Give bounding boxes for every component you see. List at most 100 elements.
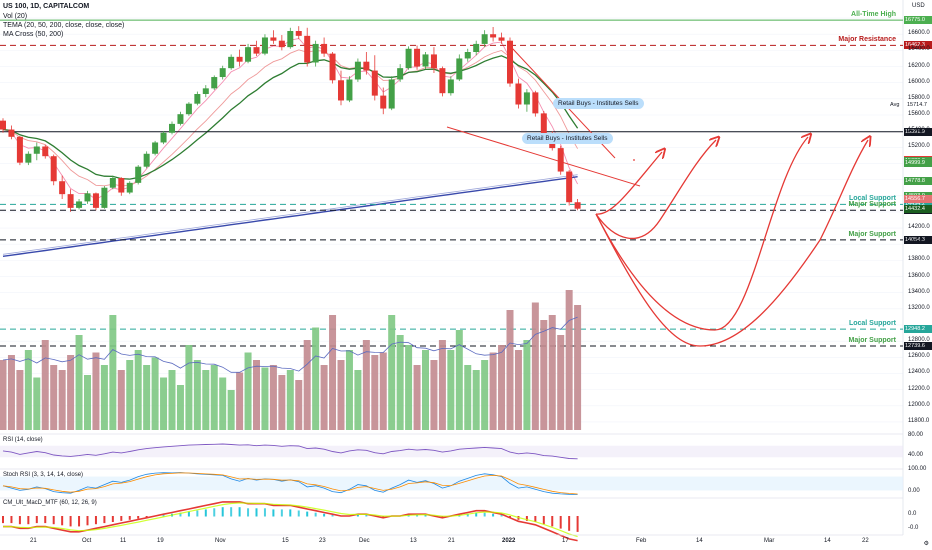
candle-body xyxy=(16,136,23,163)
volume-ma-line xyxy=(2,316,578,373)
time-axis-tick: 15 xyxy=(282,538,289,544)
candle-body xyxy=(169,123,175,133)
stoch-band xyxy=(0,476,903,491)
volume-bar xyxy=(84,375,91,430)
volume-bar xyxy=(540,320,548,430)
candle-body xyxy=(338,80,344,101)
volume-bar xyxy=(574,305,582,430)
volume-bar xyxy=(185,345,193,430)
time-axis-tick: Oct xyxy=(82,538,92,544)
price-axis-tick: 12200.0 xyxy=(908,385,930,392)
level-label: Local Support xyxy=(848,195,896,203)
candle-body xyxy=(261,37,268,54)
macd-histogram-bar xyxy=(238,507,241,517)
macd-histogram-bar xyxy=(280,509,283,517)
candle-body xyxy=(185,103,192,115)
macd-histogram-bar xyxy=(382,516,385,518)
candle-body xyxy=(8,129,15,137)
macd-histogram-bar xyxy=(483,512,486,517)
time-axis-tick: Nov xyxy=(215,538,226,544)
volume-bar xyxy=(320,365,328,430)
candle-body xyxy=(532,92,539,114)
rsi-pane-label[interactable]: RSI (14, close) xyxy=(3,437,43,443)
macd-histogram-bar xyxy=(247,508,250,517)
tema-50-line xyxy=(2,49,578,187)
time-axis-tick: 11 xyxy=(120,538,127,544)
price-tag: 14778.8 xyxy=(904,177,932,186)
macd-histogram-bar xyxy=(52,516,55,525)
candle-body xyxy=(101,187,108,208)
tema-200-line xyxy=(2,174,578,255)
candle-body xyxy=(126,182,133,193)
macd-histogram-bar xyxy=(500,514,503,517)
annotation-bubble[interactable]: Retail Buys - Institutes Sells xyxy=(522,133,613,144)
volume-bar xyxy=(7,355,15,430)
macd-histogram-bar xyxy=(103,516,106,524)
macd-pane-label[interactable]: CM_Ult_MacD_MTF (60, 12, 26, 9) xyxy=(3,500,97,506)
macd-axis-tick: -0.0 xyxy=(908,525,919,531)
volume-bar xyxy=(0,360,7,430)
macd-histogram-bar xyxy=(424,514,427,517)
macd-histogram-bar xyxy=(356,514,359,517)
volume-bar xyxy=(151,357,159,430)
volume-bar xyxy=(16,370,24,430)
time-axis-tick: Dec xyxy=(359,538,370,544)
volume-bar xyxy=(269,365,277,430)
price-axis-tick: 13200.0 xyxy=(908,304,930,311)
volume-bar xyxy=(33,377,41,430)
hand-drawn-projection xyxy=(289,47,868,347)
candle-body xyxy=(33,146,40,154)
macd-histogram-bar xyxy=(525,516,528,521)
volume-bar xyxy=(506,310,514,430)
candle-body xyxy=(270,37,277,41)
volume-legend[interactable]: Vol (20) xyxy=(3,13,28,20)
price-axis-tick: 15600.0 xyxy=(908,111,930,117)
volume-bar xyxy=(160,377,168,430)
stoch-pane-label[interactable]: Stoch RSI (3, 3, 14, 14, close) xyxy=(3,472,84,478)
macd-histogram-bar xyxy=(179,512,182,517)
candle-body xyxy=(42,146,49,157)
level-label: Major Support xyxy=(848,337,896,345)
level-label: Major Support xyxy=(848,230,896,238)
candle-body xyxy=(481,34,488,44)
volume-bar xyxy=(210,365,218,430)
macd-histogram-bar xyxy=(576,516,579,532)
candle-body xyxy=(177,114,184,124)
annotation-bubble[interactable]: Retail Buys - Institutes Sells xyxy=(553,98,644,109)
price-tag: 14556.7 xyxy=(904,195,932,204)
candle-body xyxy=(490,34,497,38)
candle-body xyxy=(312,43,319,63)
volume-bar xyxy=(126,360,134,430)
avg-label: Avg xyxy=(890,101,900,108)
candle-body xyxy=(574,202,581,209)
symbol-title[interactable]: US 100, 1D, CAPITALCOM xyxy=(3,3,90,10)
candle-body xyxy=(202,88,209,94)
candle-body xyxy=(371,70,378,96)
volume-bar xyxy=(371,355,379,430)
ma-200-line xyxy=(2,176,578,257)
tema-legend[interactable]: TEMA (20, 50, 200, close, close, close) xyxy=(3,22,125,29)
volume-bar xyxy=(227,390,235,430)
macd-histogram-bar xyxy=(331,514,334,517)
settings-icon[interactable]: ⚙ xyxy=(923,541,929,547)
candle-body xyxy=(109,178,116,188)
candle-body xyxy=(92,193,99,208)
price-axis-tick: 13800.0 xyxy=(908,256,930,263)
ma-cross-legend[interactable]: MA Cross (50, 200) xyxy=(3,31,64,38)
candle-body xyxy=(135,166,142,183)
ma-50-line xyxy=(2,55,579,180)
stoch-axis-tick: 100.00 xyxy=(908,466,927,472)
price-tag: 16775.0 xyxy=(904,16,932,25)
macd-histogram-bar xyxy=(466,513,469,517)
volume-bar xyxy=(168,370,176,430)
macd-histogram-bar xyxy=(306,511,309,517)
candle-body xyxy=(59,181,66,195)
volume-bar xyxy=(58,370,66,430)
macd-histogram-bar xyxy=(559,516,562,529)
candle-body xyxy=(236,56,243,62)
volume-bar xyxy=(75,335,83,430)
volume-bar xyxy=(219,377,227,430)
volume-bar xyxy=(67,355,75,430)
volume-bar xyxy=(455,330,463,430)
